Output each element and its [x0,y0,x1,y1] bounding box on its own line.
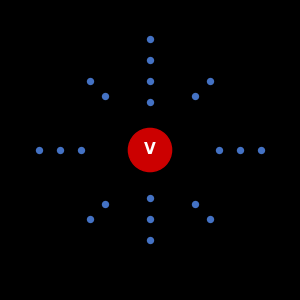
Point [148,58,152,62]
Point [148,100,152,104]
Point [217,148,221,152]
Point [58,148,62,152]
Point [148,238,152,242]
Point [148,79,152,83]
Point [103,202,107,206]
Point [208,217,212,221]
Point [37,148,41,152]
Point [148,37,152,41]
Point [238,148,242,152]
Point [103,94,107,98]
Point [148,196,152,200]
Point [193,202,197,206]
Point [88,79,92,83]
Text: V: V [144,142,156,158]
Point [148,217,152,221]
Point [79,148,83,152]
Point [259,148,263,152]
Point [193,94,197,98]
Point [208,79,212,83]
Point [88,217,92,221]
Circle shape [128,128,172,172]
